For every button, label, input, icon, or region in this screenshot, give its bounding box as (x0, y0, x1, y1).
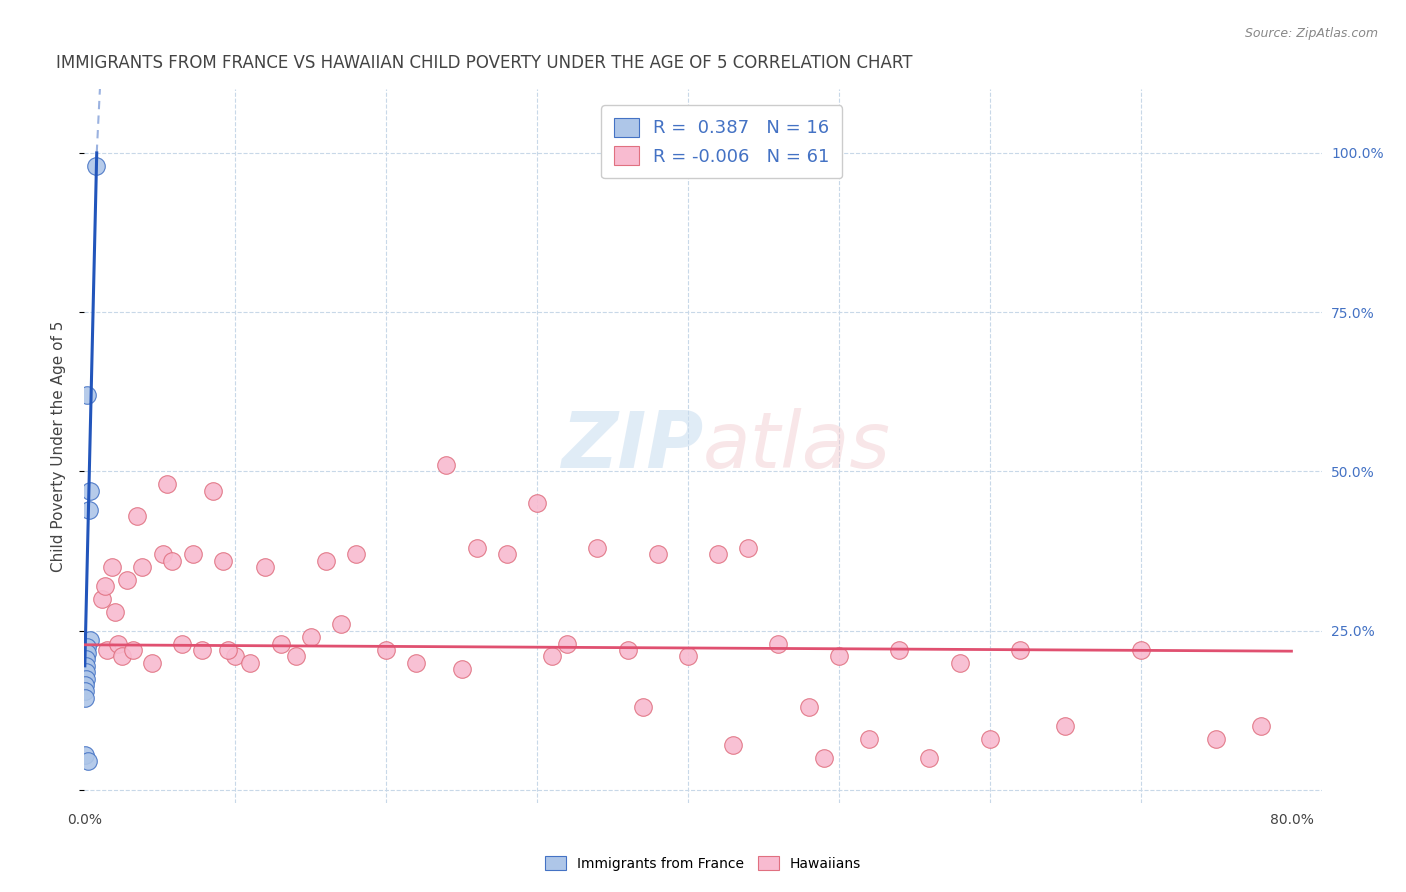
Point (77, 755, 100, 769)
Text: ZIP: ZIP (561, 408, 703, 484)
Point (586, 541, 609, 555)
Point (405, 656, 427, 670)
Point (375, 643, 398, 657)
Point (526, 496, 548, 510)
Point (107, 636, 129, 650)
Point (858, 732, 880, 747)
Point (75, 665, 97, 680)
Point (465, 541, 488, 555)
Point (541, 649, 564, 664)
Point (111, 649, 134, 664)
Point (889, 643, 911, 657)
Point (127, 509, 149, 524)
Point (676, 649, 699, 664)
Point (76, 640, 98, 654)
Point (1129, 643, 1152, 657)
Point (75, 678, 97, 692)
Text: Source: ZipAtlas.com: Source: ZipAtlas.com (1244, 27, 1378, 40)
Point (217, 643, 239, 657)
Point (100, 560, 122, 574)
Point (94, 579, 117, 593)
Point (616, 643, 638, 657)
Point (76, 646, 98, 660)
Point (918, 751, 941, 765)
Point (329, 617, 352, 632)
Point (631, 700, 654, 714)
Point (115, 573, 138, 587)
Point (181, 547, 204, 561)
Point (1008, 643, 1031, 657)
Point (344, 547, 367, 561)
Point (212, 554, 235, 568)
Point (450, 662, 472, 676)
Point (270, 636, 292, 650)
Point (103, 605, 125, 619)
Point (79, 633, 101, 648)
Point (254, 560, 277, 574)
Point (160, 554, 183, 568)
Point (1250, 719, 1272, 733)
Point (156, 477, 179, 491)
Point (555, 636, 578, 650)
Point (979, 732, 1001, 747)
Point (191, 643, 214, 657)
Point (647, 547, 669, 561)
Point (948, 656, 970, 670)
Point (436, 458, 458, 472)
Point (96, 643, 118, 657)
Point (79, 483, 101, 498)
Point (707, 547, 730, 561)
Point (75, 652, 97, 666)
Point (828, 649, 851, 664)
Point (721, 739, 744, 753)
Point (813, 751, 835, 765)
Y-axis label: Child Poverty Under the Age of 5: Child Poverty Under the Age of 5 (51, 320, 66, 572)
Point (224, 649, 246, 664)
Point (797, 700, 820, 714)
Point (141, 656, 163, 670)
Point (77, 502, 100, 516)
Point (75, 684, 97, 698)
Point (121, 643, 143, 657)
Point (284, 649, 307, 664)
Legend: R =  0.387   N = 16, R = -0.006   N = 61: R = 0.387 N = 16, R = -0.006 N = 61 (602, 105, 842, 178)
Point (495, 547, 517, 561)
Point (315, 554, 337, 568)
Point (75, 747, 97, 762)
Point (86, 159, 108, 173)
Point (768, 636, 790, 650)
Point (91, 591, 114, 606)
Point (131, 560, 153, 574)
Point (239, 656, 262, 670)
Text: atlas: atlas (703, 408, 891, 484)
Point (1054, 719, 1077, 733)
Point (201, 483, 224, 498)
Point (75, 658, 97, 673)
Point (73, 690, 96, 705)
Point (76, 388, 98, 402)
Point (737, 541, 759, 555)
Text: IMMIGRANTS FROM FRANCE VS HAWAIIAN CHILD POVERTY UNDER THE AGE OF 5 CORRELATION : IMMIGRANTS FROM FRANCE VS HAWAIIAN CHILD… (56, 54, 912, 71)
Point (172, 636, 194, 650)
Point (152, 547, 174, 561)
Legend: Immigrants from France, Hawaiians: Immigrants from France, Hawaiians (540, 851, 866, 876)
Point (75, 672, 97, 686)
Point (299, 630, 322, 644)
Point (1205, 732, 1227, 747)
